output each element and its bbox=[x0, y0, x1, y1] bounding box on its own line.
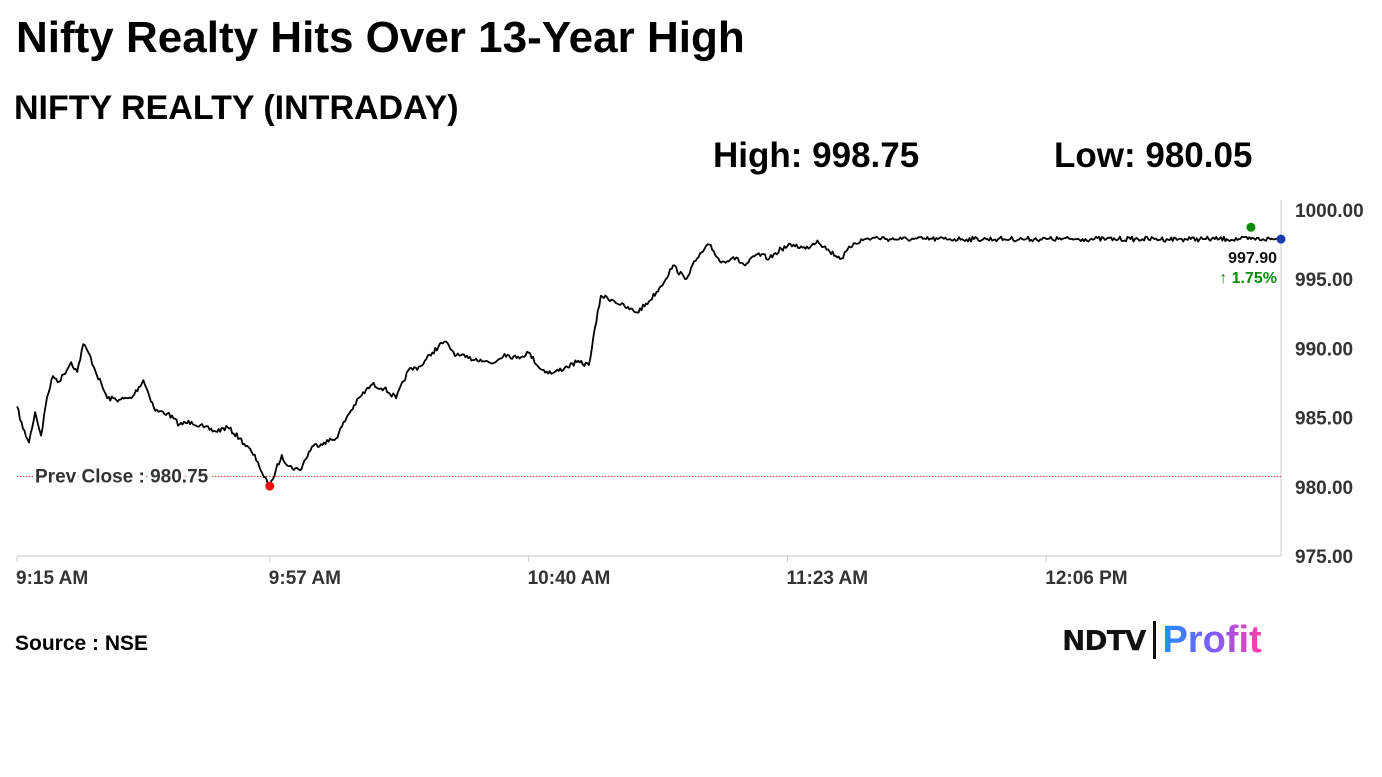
y-tick-label: 985.00 bbox=[1295, 409, 1353, 430]
x-tick-label: 9:15 AM bbox=[16, 568, 88, 589]
y-tick-label: 980.00 bbox=[1295, 478, 1353, 499]
x-tick-label: 11:23 AM bbox=[786, 568, 868, 589]
chart-subtitle: NIFTY REALTY (INTRADAY) bbox=[14, 89, 459, 127]
price-line bbox=[16, 235, 1282, 488]
headline: Nifty Realty Hits Over 13-Year High bbox=[16, 13, 745, 62]
brand-ndtv: NDTV bbox=[1062, 623, 1146, 657]
y-tick-label: 1000.00 bbox=[1295, 201, 1364, 222]
last-price-marker bbox=[1276, 234, 1286, 244]
ndtv-profit-logo: NDTV Profit bbox=[1062, 618, 1262, 662]
x-tick-label: 9:57 AM bbox=[269, 568, 341, 589]
brand-separator bbox=[1153, 621, 1157, 659]
low-marker bbox=[265, 481, 275, 491]
low-label: Low: 980.05 bbox=[1054, 136, 1253, 175]
y-tick-label: 995.00 bbox=[1295, 270, 1353, 291]
intraday-chart: 9:15 AM 9:57 AM 10:40 AM 11:23 AM 12:06 PM 9… bbox=[16, 200, 1364, 589]
x-axis: 9:15 AM 9:57 AM 10:40 AM 11:23 AM 12:06 PM bbox=[16, 555, 1281, 589]
prev-close-label: Prev Close : 980.75 bbox=[35, 466, 209, 487]
high-marker bbox=[1246, 222, 1256, 232]
brand-profit: Profit bbox=[1162, 618, 1262, 661]
high-label: High: 998.75 bbox=[713, 136, 920, 175]
source-note: Source : NSE bbox=[15, 632, 149, 655]
y-tick-label: 975.00 bbox=[1295, 547, 1353, 568]
x-tick-label: 10:40 AM bbox=[528, 568, 611, 589]
change-percent-label: ↑ 1.75% bbox=[1219, 270, 1277, 287]
x-tick-label: 12:06 PM bbox=[1045, 568, 1127, 589]
y-tick-label: 990.00 bbox=[1295, 339, 1353, 360]
last-price-label: 997.90 bbox=[1228, 250, 1277, 267]
y-axis: 975.00 980.00 985.00 990.00 995.00 1000.00 bbox=[1280, 200, 1364, 568]
